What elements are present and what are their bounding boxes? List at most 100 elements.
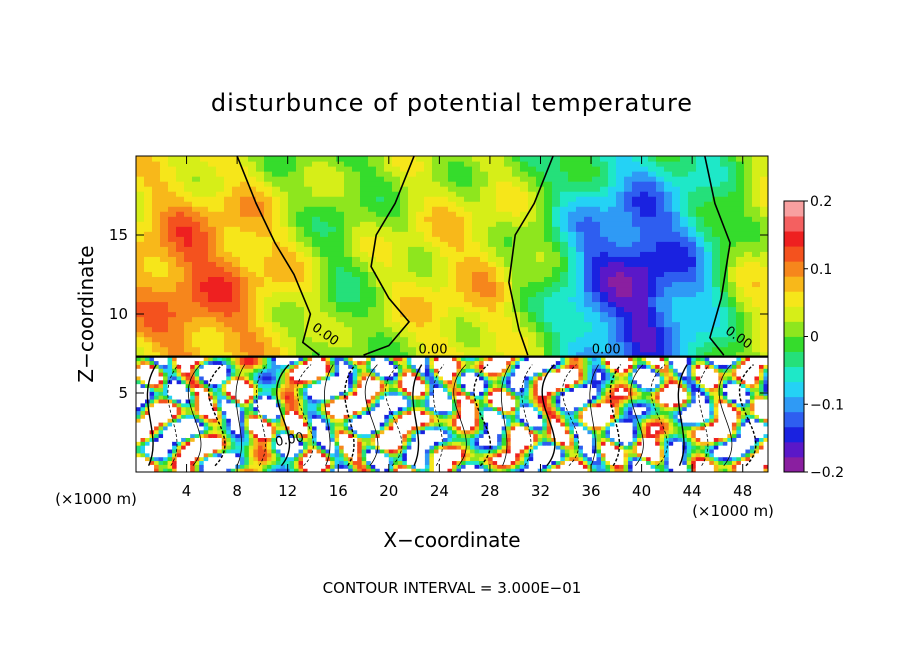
field-cell [448, 311, 457, 318]
field-cell [348, 414, 354, 419]
field-cell [339, 368, 345, 373]
field-cell [680, 271, 689, 277]
field-cell [408, 281, 417, 288]
field-cell [512, 286, 521, 293]
field-cell [680, 351, 689, 358]
field-cell [256, 341, 265, 348]
field-cell [239, 425, 245, 431]
field-cell [416, 211, 425, 217]
field-cell [520, 221, 529, 227]
field-cell [221, 464, 227, 469]
field-cell [504, 351, 513, 358]
field-cell [136, 181, 145, 187]
field-cell [160, 326, 169, 333]
field-cell [648, 271, 657, 277]
field-cell [448, 181, 457, 187]
field-cell [344, 351, 353, 358]
field-cell [464, 161, 473, 167]
field-cell [176, 316, 185, 323]
field-cell [226, 433, 232, 438]
field-cell [154, 398, 160, 404]
field-cell [320, 276, 329, 283]
field-cell [334, 441, 340, 446]
field-cell [696, 216, 705, 222]
field-cell [712, 301, 721, 308]
field-cell [480, 326, 489, 333]
field-cell [256, 236, 265, 242]
field-cell [448, 316, 457, 323]
field-cell [408, 176, 417, 182]
field-cell [230, 379, 236, 385]
field-cell [163, 445, 169, 450]
field-cell [648, 296, 657, 303]
field-cell [248, 452, 254, 458]
field-cell [402, 410, 408, 415]
field-cell [168, 341, 177, 348]
field-cell [289, 379, 295, 385]
field-cell [680, 241, 689, 247]
field-cell [304, 161, 313, 167]
field-cell [248, 391, 254, 396]
field-cell [672, 331, 681, 338]
field-cell [190, 395, 196, 400]
field-cell [560, 291, 569, 298]
field-cell [632, 206, 641, 212]
field-cell [144, 241, 153, 247]
field-cell [688, 216, 697, 222]
field-cell [284, 395, 291, 400]
field-cell [712, 196, 721, 202]
field-cell [366, 441, 372, 446]
field-cell [298, 460, 304, 465]
field-cell [608, 181, 617, 187]
field-cell [152, 206, 161, 212]
field-cell [280, 429, 286, 435]
field-cell [248, 364, 254, 369]
field-cell [167, 406, 173, 412]
field-cell [248, 341, 257, 348]
field-cell [472, 171, 481, 177]
field-cell [352, 368, 358, 373]
field-cell [720, 196, 729, 202]
field-cell [176, 341, 185, 348]
field-cell [357, 456, 363, 462]
field-cell [736, 281, 745, 288]
field-cell [240, 186, 249, 192]
field-cell [744, 341, 753, 348]
field-cell [181, 368, 187, 373]
field-cell [158, 360, 164, 365]
field-cell [384, 418, 390, 423]
field-cell [271, 360, 277, 365]
field-cell [504, 271, 513, 277]
field-cell [720, 201, 729, 207]
field-cell [256, 156, 265, 162]
field-cell [272, 281, 281, 288]
field-cell [203, 391, 209, 396]
field-cell [264, 241, 273, 247]
field-cell [600, 311, 609, 318]
field-cell [256, 241, 265, 247]
field-cell [384, 351, 393, 358]
field-cell [432, 326, 441, 333]
field-cell [321, 418, 327, 423]
field-cell [388, 402, 394, 408]
field-cell [416, 331, 425, 338]
field-cell [280, 422, 286, 427]
field-cell [648, 236, 657, 242]
field-cell [728, 256, 737, 262]
field-cell [512, 191, 521, 197]
field-cell [307, 414, 313, 419]
field-cell [632, 191, 641, 197]
field-cell [728, 201, 737, 207]
field-cell [240, 236, 249, 242]
field-cell [136, 261, 145, 267]
field-cell [336, 176, 345, 182]
field-cell [240, 311, 249, 318]
field-cell [736, 171, 745, 177]
field-cell [600, 246, 609, 252]
field-cell [304, 261, 313, 267]
field-cell [488, 171, 497, 177]
field-cell [504, 341, 513, 348]
field-cell [296, 331, 305, 338]
field-cell [176, 306, 185, 313]
field-cell [648, 331, 657, 338]
